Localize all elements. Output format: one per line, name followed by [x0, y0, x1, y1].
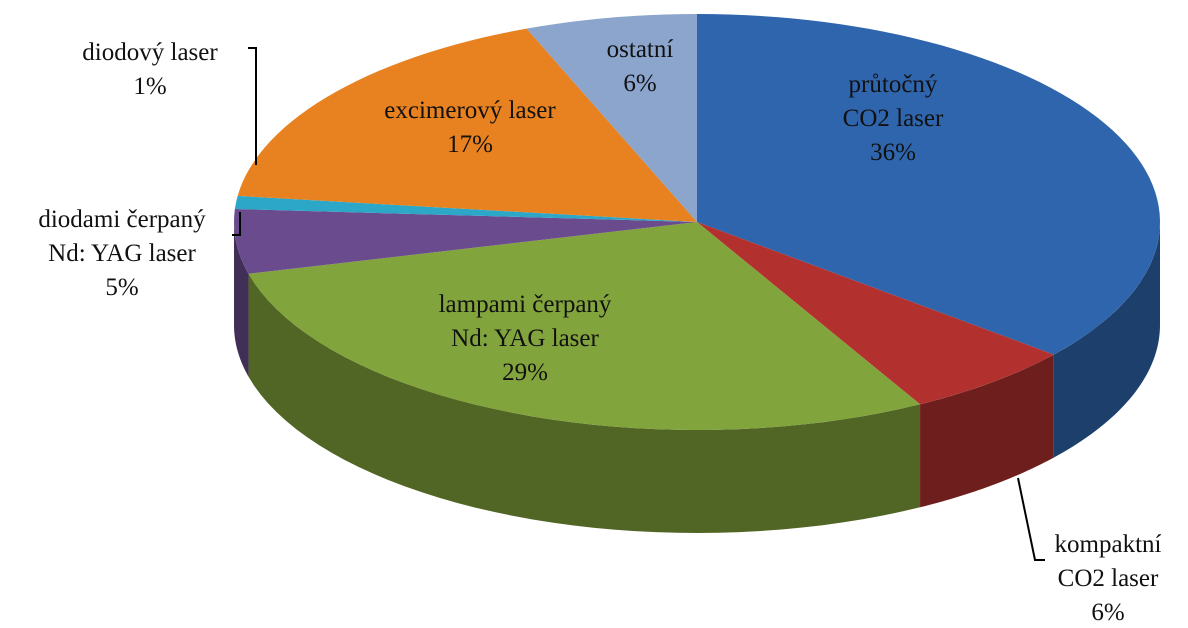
- pie-side: [248, 273, 921, 533]
- value-label: 5%: [105, 274, 139, 301]
- pie-side: [1053, 222, 1160, 458]
- pie-side: [920, 354, 1054, 508]
- category-label: kompaktní CO2 laser: [1054, 531, 1162, 592]
- category-label: ostatní: [606, 36, 674, 63]
- value-label: 17%: [447, 131, 493, 158]
- pie-slice: [697, 222, 1054, 405]
- data-label: diodový laser 1%: [82, 36, 217, 104]
- leader-line: [1017, 477, 1045, 561]
- data-label: průtočný CO2 laser 36%: [843, 68, 944, 170]
- pie-slice: [697, 14, 1160, 355]
- category-label: diodový laser: [82, 39, 218, 66]
- leader-line: [232, 212, 241, 236]
- data-label: lampami čerpaný Nd: YAG laser 29%: [439, 288, 612, 390]
- pie-slice: [234, 208, 697, 274]
- value-label: 29%: [502, 359, 548, 386]
- category-label: diodami čerpaný Nd: YAG laser: [38, 206, 206, 267]
- pie-slice: [248, 222, 921, 430]
- pie-slice: [237, 28, 698, 222]
- pie-slice: [234, 195, 697, 222]
- data-label: excimerový laser 17%: [384, 94, 555, 162]
- category-label: průtočný CO2 laser: [842, 71, 944, 132]
- pie-side: [234, 222, 249, 377]
- pie-slice: [526, 14, 697, 222]
- pie-sides: [234, 222, 1160, 533]
- data-label: kompaktní CO2 laser 6%: [1055, 528, 1162, 628]
- category-label: excimerový laser: [384, 97, 556, 124]
- data-label: ostatní 6%: [607, 33, 674, 101]
- value-label: 36%: [870, 139, 916, 166]
- value-label: 1%: [133, 73, 167, 100]
- pie-tops: [234, 14, 1160, 430]
- category-label: lampami čerpaný Nd: YAG laser: [438, 291, 612, 352]
- value-label: 6%: [1091, 599, 1125, 626]
- data-label: diodami čerpaný Nd: YAG laser 5%: [38, 203, 205, 305]
- leader-line: [248, 47, 257, 165]
- value-label: 6%: [623, 70, 657, 97]
